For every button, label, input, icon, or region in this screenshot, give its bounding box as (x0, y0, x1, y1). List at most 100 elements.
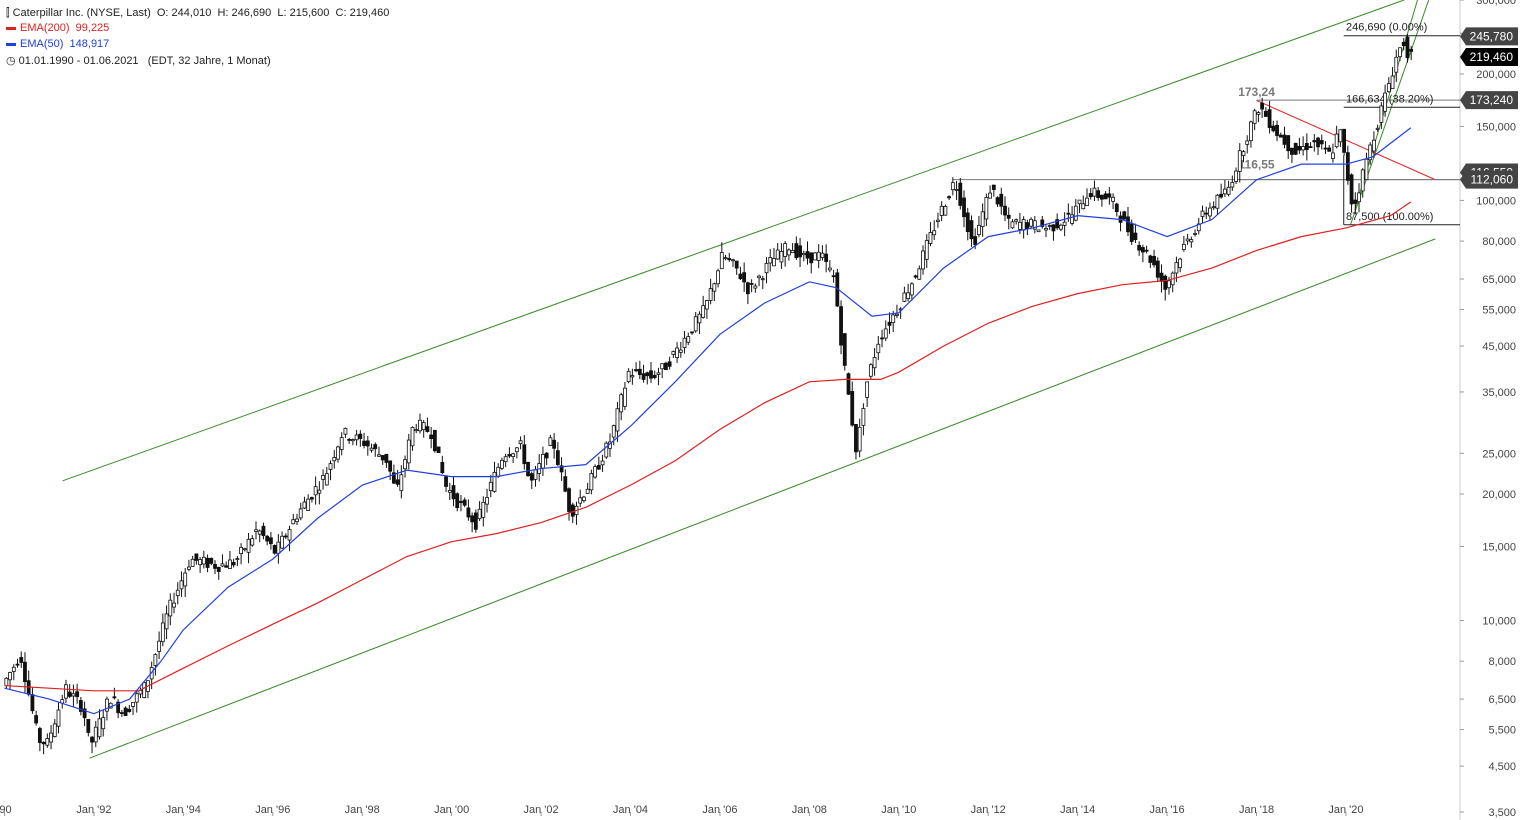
candle-body (895, 313, 899, 316)
candle-body (649, 370, 653, 379)
candle-body (198, 559, 203, 566)
candle-body (116, 701, 121, 714)
candle-body (354, 434, 359, 441)
candle-body (265, 535, 270, 542)
candle-body (287, 529, 292, 541)
candle-body (880, 337, 884, 340)
candle-body (1323, 147, 1328, 150)
candle-body (827, 267, 832, 271)
candle-body (52, 723, 57, 737)
candle-body (332, 457, 337, 462)
candle-body (466, 507, 471, 518)
candle-body (1297, 145, 1302, 151)
candle-body (377, 454, 381, 457)
candle-body (742, 272, 747, 283)
ema200-line (4, 201, 1412, 692)
candle-body (1122, 211, 1127, 220)
candle-body (846, 373, 851, 395)
candle-body (820, 252, 825, 258)
candle-body (731, 259, 735, 262)
candle-body (459, 500, 463, 504)
candle-body (958, 182, 963, 206)
y-tick-label: 3,500 (1488, 807, 1516, 819)
candle-body (421, 422, 426, 431)
candle-body (451, 485, 456, 500)
candle-body (794, 243, 799, 259)
candle-body (269, 537, 273, 545)
candle-body (347, 439, 352, 441)
candle-body (1222, 188, 1227, 195)
y-tick-label: 55,000 (1482, 304, 1516, 316)
y-tick-label: 10,000 (1482, 615, 1516, 627)
candle-body (470, 515, 475, 523)
candle-body (71, 693, 76, 697)
candle-body (906, 292, 911, 299)
candle-body (600, 460, 605, 466)
candle-body (201, 556, 206, 565)
candle-body (64, 684, 68, 699)
candle-body (1025, 222, 1030, 230)
candle-body (1055, 219, 1060, 229)
candle-body (1070, 214, 1074, 224)
y-tick-label: 25,000 (1482, 448, 1516, 460)
candle-body (623, 387, 627, 407)
candle-body (1159, 272, 1164, 282)
candle-body (779, 251, 784, 263)
x-tick-label: Jan '02 (524, 804, 559, 816)
candle-body (734, 260, 739, 269)
y-tick-label: 8,000 (1488, 656, 1516, 668)
y-tick-label: 45,000 (1482, 341, 1516, 353)
candle-body (727, 258, 732, 261)
candle-body (861, 408, 866, 426)
candle-body (1193, 233, 1197, 235)
candle-body (1331, 152, 1335, 159)
candle-body (1372, 139, 1376, 152)
candle-body (406, 439, 411, 464)
candles-group (4, 34, 1414, 755)
candle-body (924, 240, 929, 260)
candle-body (358, 433, 363, 439)
candle-body (447, 490, 452, 493)
candle-body (1185, 238, 1190, 242)
ema50-label: EMA(50) (20, 38, 64, 50)
candle-body (637, 368, 642, 375)
candle-body (414, 429, 419, 432)
candle-body (235, 558, 240, 560)
ema50-value: 148,917 (69, 38, 110, 50)
candle-body (1103, 193, 1108, 200)
fib-level-label: 246,690 (0.00%) (1346, 22, 1427, 34)
candle-body (1308, 146, 1313, 149)
candle-body (313, 486, 318, 496)
candle-body (671, 351, 676, 355)
candle-body (280, 535, 284, 549)
y-tick-label: 15,000 (1482, 542, 1516, 554)
candle-body (1140, 247, 1145, 253)
legend-ema200[interactable]: EMA(200) 99,225 (6, 22, 109, 34)
candle-body (1144, 249, 1149, 252)
candle-body (760, 278, 765, 281)
candle-body (160, 622, 165, 643)
candle-body (1312, 140, 1317, 143)
candle-body (533, 469, 538, 480)
candle-body (1099, 194, 1104, 200)
candle-body (302, 501, 307, 509)
candle-body (15, 663, 20, 666)
candle-body (134, 693, 139, 703)
candle-body (641, 373, 646, 380)
candle-body (485, 497, 489, 505)
x-tick-label: Jan '96 (255, 804, 290, 816)
candle-body (30, 694, 35, 712)
candle-body (883, 328, 888, 339)
candle-body (403, 459, 407, 470)
candle-body (1032, 220, 1037, 230)
candle-body (1301, 146, 1306, 151)
legend-ema50[interactable]: EMA(50) 148,917 (6, 38, 109, 50)
candle-body (1405, 36, 1410, 59)
candle-body (850, 391, 855, 426)
x-tick-label: Jan '06 (702, 804, 737, 816)
candle-body (1096, 190, 1101, 198)
candle-body (306, 498, 311, 511)
candle-body (1167, 280, 1171, 289)
x-tick-label: Jan '10 (881, 804, 916, 816)
